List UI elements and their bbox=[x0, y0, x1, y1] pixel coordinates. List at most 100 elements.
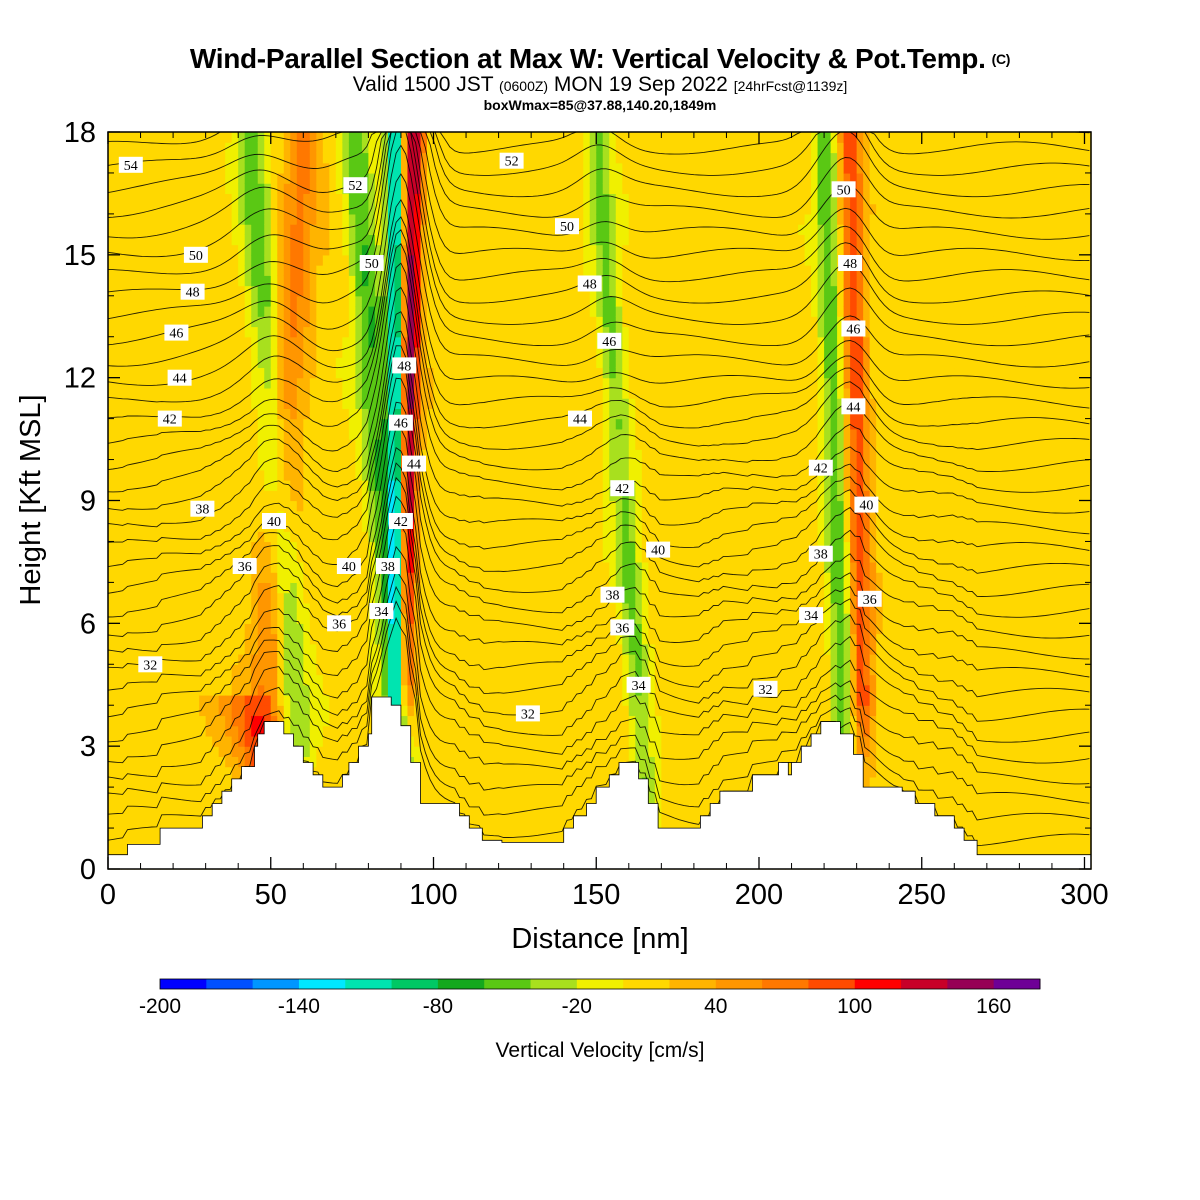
field-cell bbox=[387, 254, 396, 266]
field-cell bbox=[433, 602, 441, 614]
field-cell bbox=[505, 480, 513, 491]
field-cell bbox=[134, 756, 142, 768]
field-cell bbox=[238, 213, 246, 225]
field-cell bbox=[264, 592, 272, 604]
field-cell bbox=[179, 162, 187, 174]
field-cell bbox=[426, 132, 435, 143]
field-cell bbox=[179, 674, 187, 686]
field-cell bbox=[225, 490, 233, 502]
field-cell bbox=[283, 193, 291, 205]
field-cell bbox=[303, 572, 311, 583]
field-cell bbox=[342, 193, 350, 205]
field-cell bbox=[348, 142, 356, 154]
field-cell bbox=[524, 244, 532, 256]
field-cell bbox=[511, 439, 519, 450]
field-cell bbox=[446, 203, 454, 215]
field-cell bbox=[160, 541, 168, 553]
field-cell bbox=[121, 224, 129, 235]
field-cell bbox=[544, 428, 552, 440]
field-cell bbox=[192, 715, 200, 727]
field-cell bbox=[127, 387, 135, 399]
field-cell bbox=[192, 664, 200, 676]
field-cell bbox=[550, 285, 558, 297]
field-cell bbox=[199, 633, 207, 645]
field-cell bbox=[335, 500, 343, 512]
field-cell bbox=[186, 172, 194, 184]
field-cell bbox=[166, 316, 174, 328]
field-cell bbox=[407, 561, 415, 573]
field-cell bbox=[492, 766, 500, 778]
field-cell bbox=[387, 654, 396, 665]
field-cell bbox=[277, 623, 285, 635]
field-cell bbox=[466, 766, 474, 778]
field-cell bbox=[537, 234, 545, 246]
field-cell bbox=[433, 439, 441, 450]
field-cell bbox=[322, 520, 330, 532]
field-cell bbox=[498, 275, 506, 287]
field-cell bbox=[303, 510, 311, 522]
field-cell bbox=[466, 316, 474, 328]
field-cell bbox=[212, 367, 220, 379]
field-cell bbox=[290, 520, 298, 532]
field-cell bbox=[511, 316, 519, 328]
field-cell bbox=[316, 613, 324, 624]
field-cell bbox=[212, 275, 220, 287]
field-cell bbox=[264, 387, 272, 399]
field-cell bbox=[394, 531, 402, 543]
field-cell bbox=[459, 367, 467, 379]
field-cell bbox=[518, 367, 526, 379]
field-cell bbox=[446, 418, 454, 430]
field-cell bbox=[290, 582, 298, 594]
field-cell bbox=[342, 705, 350, 717]
field-cell bbox=[134, 838, 142, 850]
field-cell bbox=[531, 408, 539, 420]
field-cell bbox=[348, 234, 356, 246]
field-cell bbox=[387, 275, 396, 287]
field-cell bbox=[498, 265, 506, 276]
field-cell bbox=[303, 520, 311, 532]
field-cell bbox=[413, 172, 422, 184]
field-cell bbox=[296, 664, 304, 676]
field-cell bbox=[374, 500, 383, 512]
field-cell bbox=[153, 705, 161, 717]
field-cell bbox=[537, 705, 545, 717]
field-cell bbox=[537, 633, 545, 645]
field-cell bbox=[192, 193, 200, 205]
field-cell bbox=[153, 469, 161, 481]
field-cell bbox=[238, 735, 246, 747]
field-cell bbox=[518, 756, 526, 768]
plot-area: 5452525050505048484848464646464444444442… bbox=[107, 131, 1092, 870]
field-cell bbox=[160, 172, 168, 184]
field-cell bbox=[459, 224, 467, 235]
field-cell bbox=[225, 500, 233, 512]
field-cell bbox=[459, 541, 467, 553]
field-cell bbox=[485, 561, 493, 573]
field-cell bbox=[511, 500, 519, 512]
field-cell bbox=[218, 285, 226, 297]
field-cell bbox=[531, 531, 539, 543]
field-cell bbox=[544, 561, 552, 573]
field-cell bbox=[387, 162, 396, 174]
field-cell bbox=[309, 623, 317, 635]
field-cell bbox=[296, 674, 304, 686]
field-cell bbox=[511, 756, 519, 768]
field-cell bbox=[342, 142, 350, 154]
field-cell bbox=[557, 776, 565, 788]
field-cell bbox=[179, 520, 187, 532]
field-cell bbox=[394, 398, 402, 409]
field-cell bbox=[121, 654, 129, 665]
field-cell bbox=[400, 551, 409, 563]
field-cell bbox=[420, 561, 428, 573]
field-cell bbox=[205, 142, 213, 154]
field-cell bbox=[251, 490, 259, 502]
field-cell bbox=[108, 776, 116, 788]
field-cell bbox=[342, 551, 350, 563]
field-cell bbox=[361, 336, 369, 348]
field-cell bbox=[531, 213, 539, 225]
field-cell bbox=[244, 183, 252, 195]
field-cell bbox=[459, 428, 467, 440]
field-cell bbox=[238, 643, 246, 655]
field-cell bbox=[524, 694, 532, 706]
field-cell bbox=[309, 439, 317, 450]
field-cell bbox=[264, 193, 272, 205]
